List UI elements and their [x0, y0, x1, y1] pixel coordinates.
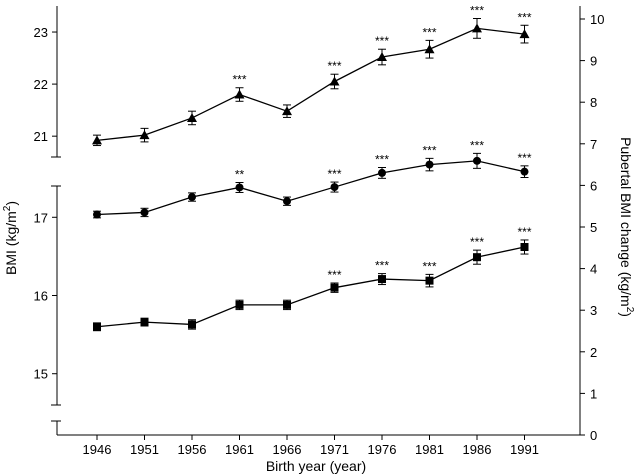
- data-point-circle: [378, 168, 386, 177]
- significance-label: ***: [470, 235, 484, 249]
- data-point-triangle: [139, 130, 150, 140]
- significance-label: ***: [422, 259, 436, 273]
- series-line: [96, 27, 525, 141]
- x-tick-label: 1961: [225, 442, 254, 457]
- significance-label: ***: [375, 153, 389, 167]
- significance-label: ***: [422, 25, 436, 39]
- x-tick-label: 1976: [368, 442, 397, 457]
- significance-label: ***: [517, 225, 531, 239]
- right-tick-label: 3: [590, 303, 597, 318]
- left-axis-title: BMI (kg/m2): [2, 201, 19, 275]
- data-point-triangle: [472, 23, 482, 33]
- right-tick-label: 7: [590, 137, 597, 152]
- significance-label: ***: [232, 73, 246, 87]
- right-tick-label: 10: [590, 12, 604, 27]
- left-axis-title-end: ): [3, 201, 19, 206]
- left-tick-label: 23: [34, 25, 48, 40]
- left-tick-label: 15: [34, 367, 48, 382]
- significance-label: **: [235, 167, 245, 181]
- left-tick-label: 16: [34, 289, 48, 304]
- data-point-triangle: [92, 135, 102, 145]
- series-line: [96, 160, 525, 216]
- right-axis-title-end: ): [618, 312, 634, 317]
- data-point-triangle: [329, 76, 340, 86]
- significance-label: ***: [470, 3, 484, 17]
- significance-label: ***: [517, 10, 531, 24]
- data-point-square: [283, 300, 291, 309]
- series-triangle: *** *** *** *** *** ***: [92, 3, 532, 147]
- data-point-square: [235, 300, 244, 309]
- data-point-circle: [140, 208, 149, 217]
- x-tick-label: 1971: [320, 442, 349, 457]
- data-point-circle: [188, 193, 196, 202]
- x-tick-label: 1951: [130, 442, 159, 457]
- x-tick-label: 1986: [463, 442, 492, 457]
- data-point-circle: [235, 183, 244, 192]
- data-point-circle: [93, 210, 101, 219]
- axes: [51, 6, 581, 436]
- data-point-triangle: [234, 89, 245, 99]
- significance-label: ***: [327, 268, 341, 282]
- x-axis-title: Birth year (year): [266, 458, 366, 474]
- x-tick-label: 1981: [415, 442, 444, 457]
- right-tick-label: 0: [590, 428, 597, 443]
- data-point-square: [425, 276, 434, 285]
- data-point-triangle: [424, 44, 435, 54]
- data-point-circle: [330, 183, 339, 192]
- significance-label: ***: [327, 167, 341, 181]
- data-point-square: [140, 318, 149, 327]
- x-tick-label: 1991: [510, 442, 539, 457]
- data-point-square: [520, 243, 529, 252]
- data-point-circle: [425, 160, 434, 169]
- data-point-circle: [283, 197, 291, 206]
- right-tick-label: 1: [590, 386, 597, 401]
- data-point-triangle: [282, 106, 292, 116]
- data-point-triangle: [377, 52, 387, 62]
- data-point-square: [330, 283, 339, 292]
- right-tick-label: 2: [590, 345, 597, 360]
- data-point-circle: [520, 167, 529, 176]
- left-axis-title-sup: 2: [2, 205, 13, 211]
- right-axis-title-main: Pubertal BMI change (kg/m: [618, 137, 634, 307]
- data-point-square: [188, 320, 196, 329]
- right-tick-label: 6: [590, 178, 597, 193]
- significance-label: ***: [470, 138, 484, 152]
- series-line: [96, 246, 525, 328]
- right-axis-title: Pubertal BMI change (kg/m2): [618, 137, 634, 317]
- series-square: *** *** *** *** ***: [93, 225, 532, 332]
- significance-label: ***: [375, 34, 389, 48]
- left-tick-label: 17: [34, 210, 48, 225]
- data-point-circle: [473, 156, 481, 165]
- data-point-triangle: [519, 29, 530, 39]
- series-circle: ** ********* ******: [93, 138, 532, 219]
- right-tick-label: 9: [590, 54, 597, 69]
- left-axis-title-main: BMI (kg/m: [3, 211, 19, 275]
- x-tick-label: 1946: [83, 442, 112, 457]
- significance-label: ***: [517, 151, 531, 165]
- right-tick-label: 4: [590, 262, 597, 277]
- significance-label: ***: [375, 259, 389, 273]
- data-point-square: [473, 253, 481, 262]
- right-tick-label: 5: [590, 220, 597, 235]
- x-tick-label: 1966: [273, 442, 302, 457]
- data-point-triangle: [187, 112, 197, 122]
- right-tick-label: 8: [590, 95, 597, 110]
- significance-label: ***: [422, 143, 436, 157]
- series-layer: *************** ***** ********* ***********…: [92, 3, 532, 332]
- left-tick-label: 22: [34, 77, 48, 92]
- data-point-square: [378, 275, 386, 284]
- x-tick-label: 1956: [178, 442, 207, 457]
- left-tick-label: 21: [34, 129, 48, 144]
- data-point-square: [93, 322, 101, 331]
- right-axis-title-sup: 2: [624, 307, 634, 313]
- significance-label: ***: [327, 59, 341, 73]
